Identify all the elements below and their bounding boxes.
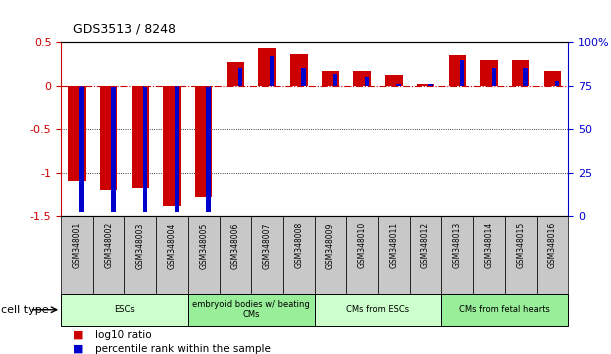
Bar bbox=[143, 86, 147, 212]
Bar bbox=[555, 81, 559, 86]
Bar bbox=[322, 71, 339, 86]
Bar bbox=[448, 56, 466, 86]
Bar bbox=[480, 60, 498, 86]
Bar bbox=[195, 86, 213, 197]
Bar bbox=[505, 216, 536, 294]
Text: cell type: cell type bbox=[1, 305, 49, 315]
Bar bbox=[512, 60, 529, 86]
Bar bbox=[61, 216, 93, 294]
Bar bbox=[365, 77, 369, 86]
Bar bbox=[315, 216, 346, 294]
Bar bbox=[61, 294, 188, 326]
Bar bbox=[175, 86, 179, 212]
Bar bbox=[441, 216, 473, 294]
Bar bbox=[397, 84, 401, 86]
Text: GSM348009: GSM348009 bbox=[326, 222, 335, 269]
Text: embryoid bodies w/ beating
CMs: embryoid bodies w/ beating CMs bbox=[192, 300, 310, 319]
Bar bbox=[544, 71, 561, 86]
Text: GSM348013: GSM348013 bbox=[453, 222, 462, 268]
Bar bbox=[417, 84, 434, 86]
Text: CMs from fetal hearts: CMs from fetal hearts bbox=[459, 305, 551, 314]
Text: log10 ratio: log10 ratio bbox=[95, 330, 152, 339]
Bar bbox=[188, 216, 219, 294]
Bar bbox=[111, 86, 115, 212]
Text: GSM348003: GSM348003 bbox=[136, 222, 145, 269]
Bar bbox=[333, 74, 337, 86]
Bar bbox=[125, 216, 156, 294]
Bar bbox=[238, 68, 243, 86]
Bar bbox=[378, 216, 410, 294]
Bar bbox=[523, 68, 528, 86]
Text: percentile rank within the sample: percentile rank within the sample bbox=[95, 344, 271, 354]
Text: CMs from ESCs: CMs from ESCs bbox=[346, 305, 409, 314]
Text: GSM348016: GSM348016 bbox=[548, 222, 557, 268]
Bar bbox=[207, 86, 211, 212]
Text: GSM348015: GSM348015 bbox=[516, 222, 525, 268]
Bar bbox=[290, 54, 307, 86]
Bar bbox=[283, 216, 315, 294]
Text: GSM348002: GSM348002 bbox=[104, 222, 113, 268]
Bar bbox=[251, 216, 283, 294]
Bar bbox=[163, 86, 181, 206]
Bar bbox=[473, 216, 505, 294]
Text: GSM348008: GSM348008 bbox=[295, 222, 303, 268]
Bar bbox=[536, 216, 568, 294]
Bar bbox=[79, 86, 84, 212]
Text: ■: ■ bbox=[73, 330, 84, 339]
Bar bbox=[219, 216, 251, 294]
Bar bbox=[460, 60, 464, 86]
Bar bbox=[491, 68, 496, 86]
Text: ESCs: ESCs bbox=[114, 305, 135, 314]
Bar bbox=[68, 86, 86, 181]
Bar bbox=[269, 56, 274, 86]
Bar bbox=[428, 84, 433, 86]
Bar bbox=[385, 75, 403, 86]
Text: GSM348012: GSM348012 bbox=[421, 222, 430, 268]
Text: GSM348007: GSM348007 bbox=[263, 222, 272, 269]
Text: GSM348001: GSM348001 bbox=[73, 222, 81, 268]
Text: ■: ■ bbox=[73, 344, 84, 354]
Text: GSM348014: GSM348014 bbox=[485, 222, 494, 268]
Bar bbox=[100, 86, 117, 190]
Bar bbox=[258, 48, 276, 86]
Bar bbox=[188, 294, 315, 326]
Text: GSM348005: GSM348005 bbox=[199, 222, 208, 269]
Bar bbox=[301, 68, 306, 86]
Bar bbox=[441, 294, 568, 326]
Bar bbox=[346, 216, 378, 294]
Text: GSM348010: GSM348010 bbox=[357, 222, 367, 268]
Text: GDS3513 / 8248: GDS3513 / 8248 bbox=[73, 22, 177, 35]
Bar bbox=[227, 62, 244, 86]
Bar bbox=[315, 294, 441, 326]
Text: GSM348006: GSM348006 bbox=[231, 222, 240, 269]
Bar bbox=[93, 216, 125, 294]
Bar bbox=[410, 216, 441, 294]
Bar bbox=[156, 216, 188, 294]
Bar bbox=[131, 86, 149, 188]
Bar bbox=[354, 71, 371, 86]
Text: GSM348004: GSM348004 bbox=[167, 222, 177, 269]
Text: GSM348011: GSM348011 bbox=[389, 222, 398, 268]
